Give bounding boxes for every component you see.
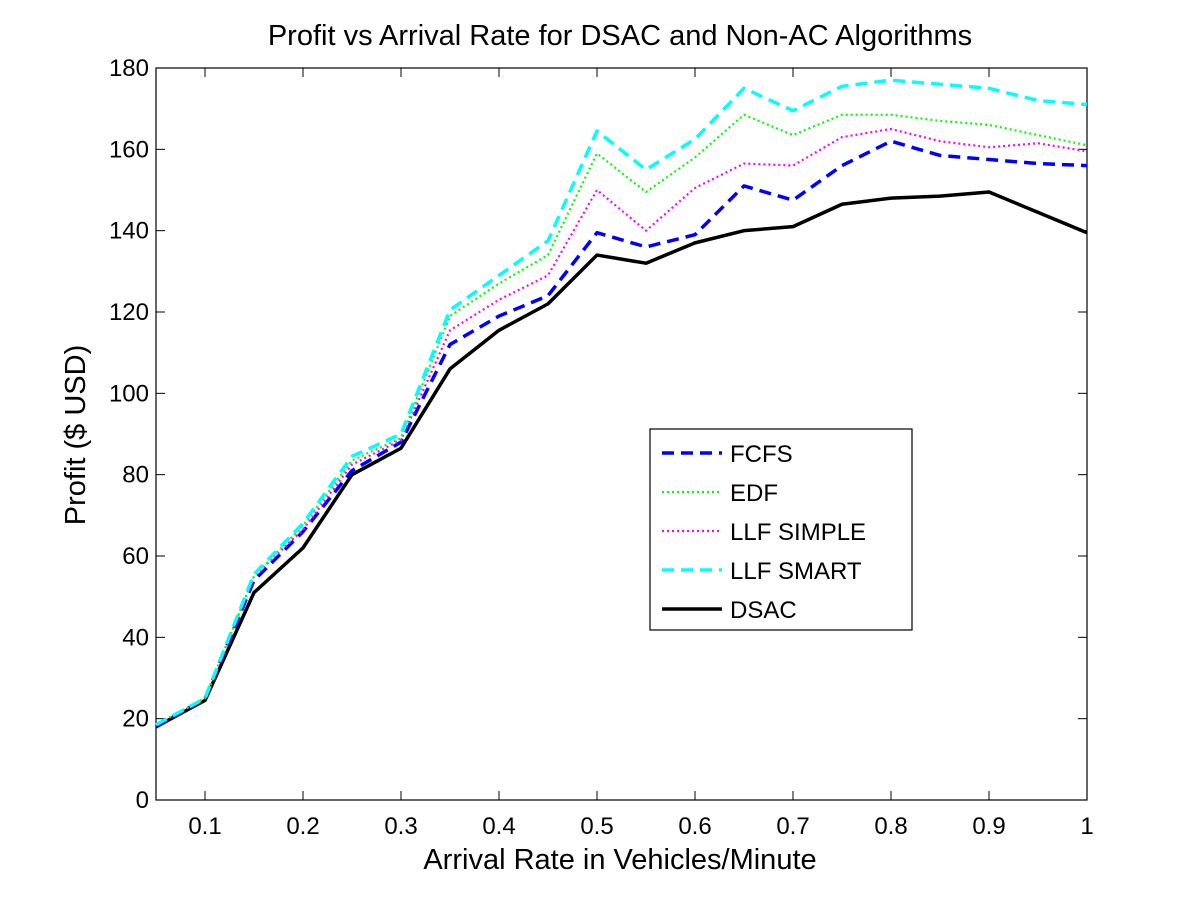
plot-frame	[155, 67, 1088, 801]
x-tick-label: 0.9	[972, 813, 1005, 840]
y-tick-label: 40	[122, 624, 149, 651]
chart-title: Profit vs Arrival Rate for DSAC and Non-…	[268, 20, 972, 52]
legend-label-edf: EDF	[730, 480, 778, 507]
x-tick-label: 0.1	[188, 813, 221, 840]
y-tick-label: 20	[122, 706, 149, 733]
x-tick-label: 0.5	[580, 813, 613, 840]
y-axis-label: Profit ($ USD)	[60, 345, 92, 525]
y-tick-label: 80	[122, 462, 149, 489]
x-tick-label: 0.2	[286, 813, 319, 840]
x-axis-label: Arrival Rate in Vehicles/Minute	[423, 844, 816, 876]
x-tick-label: 0.6	[678, 813, 711, 840]
y-tick-label: 120	[109, 299, 149, 326]
legend-box	[649, 428, 913, 631]
x-tick-label: 0.3	[384, 813, 417, 840]
series-line-fcfs	[155, 139, 1088, 729]
y-tick-label: 100	[109, 380, 149, 407]
y-tick-label: 60	[122, 543, 149, 570]
y-tick-label: 160	[109, 136, 149, 163]
legend: FCFS EDF LLF SIMPLE LLF SMART DSAC	[649, 428, 913, 631]
x-tick-label: 1	[1080, 813, 1093, 840]
y-tick-label: 0	[136, 787, 149, 814]
plot-area: 0 20 40 60 80 100 120 140 160 180 0.1 0.2 0.3 0.4 0.5 0…	[109, 55, 1094, 840]
x-tick-label: 0.8	[874, 813, 907, 840]
legend-label-dsac: DSAC	[730, 597, 797, 624]
series-line-dsac	[155, 190, 1088, 729]
series-line-llf-smart	[155, 78, 1088, 727]
x-tick-label: 0.7	[776, 813, 809, 840]
legend-label-fcfs: FCFS	[730, 441, 793, 468]
legend-label-llf-smart: LLF SMART	[730, 558, 862, 585]
legend-label-llf-simple: LLF SIMPLE	[730, 519, 866, 546]
y-tick-label: 140	[109, 218, 149, 245]
x-tick-label: 0.4	[482, 813, 515, 840]
y-tick-label: 180	[109, 55, 149, 82]
